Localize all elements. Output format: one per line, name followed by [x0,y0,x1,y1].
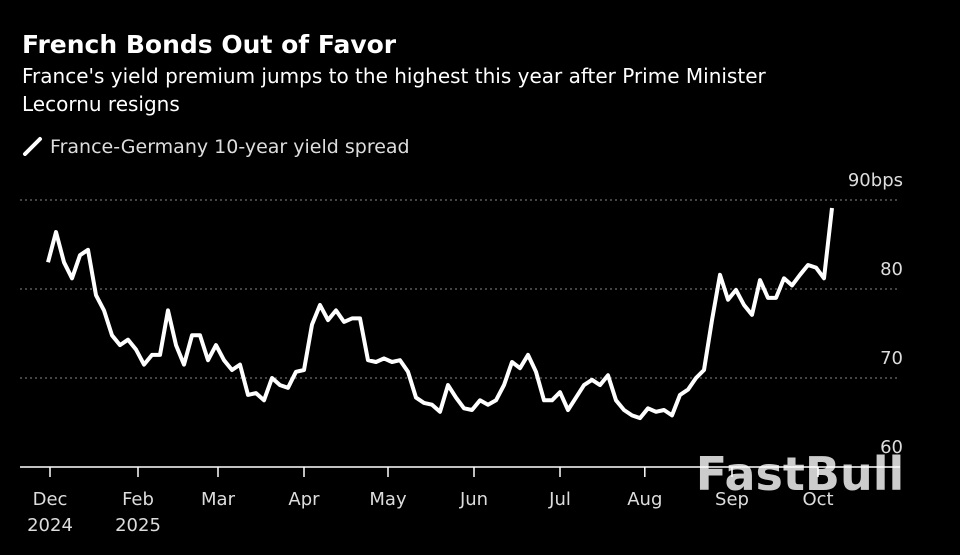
x-tick-label: Aug [627,489,662,510]
x-tick-label: May [369,489,407,510]
x-tick-label: Feb [122,489,154,510]
watermark: FastBull [696,447,904,501]
x-tick-label: Jun [459,489,488,510]
x-tick-label: Oct [802,489,833,510]
x-tick-label: Apr [288,489,320,510]
legend: France-Germany 10-year yield spread [22,136,410,158]
x-tick-label: Mar [201,489,236,510]
x-tick-label: Dec [33,489,68,510]
legend-label: France-Germany 10-year yield spread [50,136,410,158]
x-year-label: 2024 [27,515,73,536]
x-year-label: 2025 [115,515,161,536]
legend-icon [23,137,42,156]
y-tick-label: 80 [880,259,903,280]
subtitle: France's yield premium jumps to the high… [22,64,766,88]
chart-title: French Bonds Out of Favor [22,30,397,59]
x-tick-label: Jul [548,489,571,510]
subtitle: Lecornu resigns [22,92,180,116]
y-tick-label: 60 [880,437,903,458]
y-tick-label: 90bps [848,170,903,191]
x-tick-label: Sep [715,489,749,510]
data-line [46,207,834,421]
y-tick-label: 70 [880,348,903,369]
